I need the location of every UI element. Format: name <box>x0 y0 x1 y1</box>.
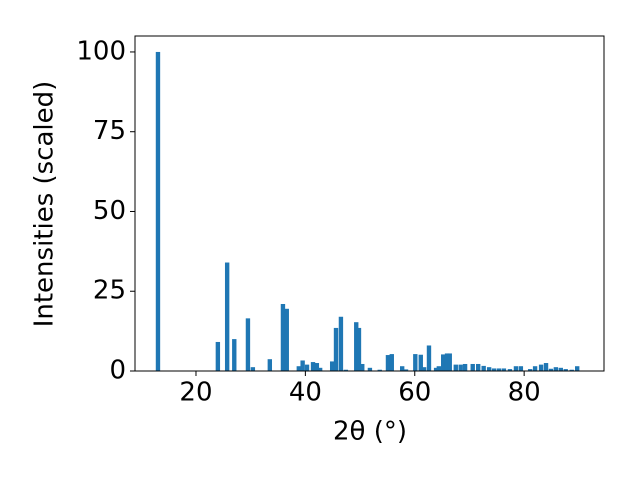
x-tick-label: 20 <box>179 378 212 408</box>
y-axis-label: Intensities (scaled) <box>30 81 60 328</box>
y-tick-label: 100 <box>76 36 126 66</box>
bar <box>377 369 382 371</box>
bar <box>267 359 273 371</box>
bar <box>575 366 580 371</box>
bar <box>280 304 286 371</box>
y-tick-label: 0 <box>109 356 126 386</box>
bar <box>354 322 359 371</box>
bar <box>296 366 301 371</box>
bar <box>436 366 442 371</box>
bar <box>462 363 468 371</box>
x-tick-label: 80 <box>508 378 541 408</box>
bar <box>538 364 544 371</box>
bar <box>418 354 423 371</box>
y-tick-label: 25 <box>93 276 126 306</box>
bar <box>389 354 394 371</box>
bar <box>496 368 502 371</box>
bar <box>553 367 559 371</box>
bar <box>507 369 513 371</box>
bar <box>501 368 507 371</box>
bar <box>317 367 323 371</box>
bar <box>232 339 237 371</box>
bar <box>444 353 450 371</box>
y-tick-label: 50 <box>93 196 126 226</box>
bar <box>399 366 405 371</box>
bar <box>426 345 432 371</box>
bar <box>310 362 316 371</box>
bar <box>215 341 221 371</box>
x-tick-label: 60 <box>398 378 431 408</box>
bar <box>441 354 446 371</box>
bar <box>329 361 335 371</box>
bar <box>304 364 310 371</box>
bar <box>453 364 458 371</box>
bar <box>513 366 519 371</box>
bar <box>250 367 256 371</box>
y-tick-label: 75 <box>93 116 126 146</box>
bar <box>548 368 554 371</box>
bar <box>518 366 524 371</box>
bar <box>224 262 230 371</box>
bar <box>458 364 463 371</box>
bar <box>486 367 492 371</box>
x-axis-label: 2θ (°) <box>333 417 407 447</box>
bar <box>343 369 349 371</box>
bar <box>385 355 391 371</box>
bar <box>527 369 533 371</box>
bar <box>155 51 161 371</box>
bar <box>338 316 344 371</box>
bar <box>284 308 289 371</box>
bar <box>470 363 475 371</box>
bar <box>558 367 563 371</box>
bar <box>360 363 365 371</box>
bar <box>532 366 538 371</box>
x-tick-label: 40 <box>289 378 322 408</box>
bar <box>421 367 427 371</box>
plot-frame <box>134 35 605 372</box>
bar <box>314 363 320 371</box>
bar <box>491 368 497 371</box>
bar <box>447 353 452 371</box>
bar <box>367 367 373 371</box>
bar <box>433 367 439 371</box>
bar <box>245 318 251 371</box>
bar <box>333 327 339 371</box>
bar <box>563 369 568 371</box>
bar <box>403 369 409 371</box>
bar <box>476 363 481 371</box>
bar <box>481 365 486 371</box>
bar <box>569 369 574 371</box>
bar <box>543 363 549 371</box>
bar <box>413 354 418 371</box>
bar <box>356 327 362 371</box>
bar <box>300 360 305 371</box>
